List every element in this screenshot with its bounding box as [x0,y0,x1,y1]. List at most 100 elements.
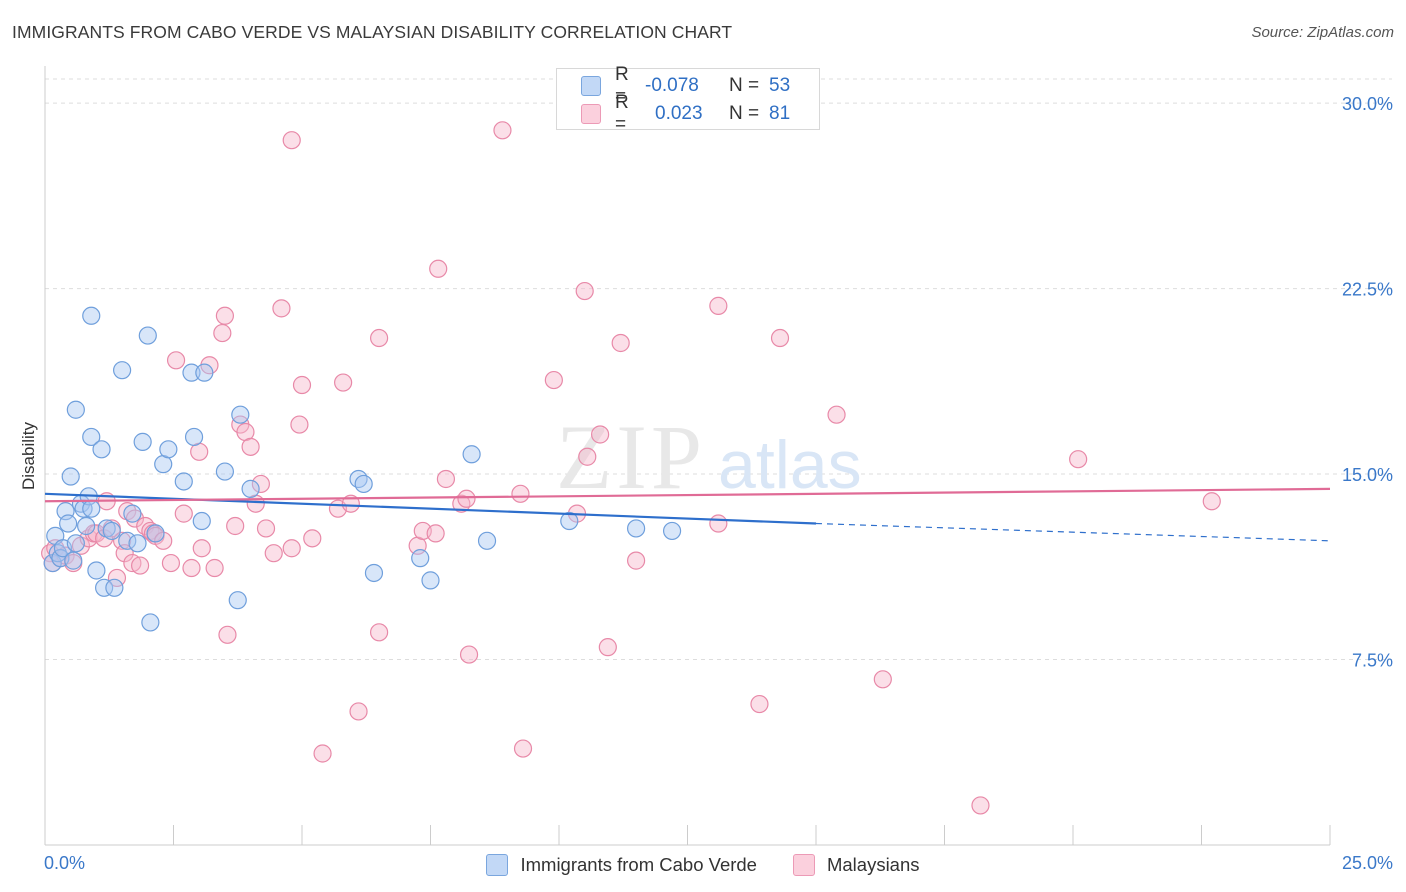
point-cabo-verde [477,531,497,550]
point-cabo-verde [231,405,250,424]
point-malaysians [290,415,309,434]
series-malaysians [41,121,1221,815]
tick-labels: 7.5% 15.0% 22.5% 30.0% 0.0% 25.0% [44,94,1393,873]
point-cabo-verde [192,511,211,531]
point-malaysians [213,323,232,343]
point-cabo-verde [141,613,160,632]
point-cabo-verde [411,549,430,568]
legend-swatch-pink [792,854,815,876]
point-malaysians [215,306,234,325]
point-malaysians [272,299,291,318]
legend-label: Immigrants from Cabo Verde [520,854,757,875]
point-malaysians [166,351,186,370]
point-cabo-verde [146,524,165,543]
point-cabo-verde [174,472,193,491]
point-malaysians [513,739,533,758]
point-cabo-verde [66,400,85,419]
r-label: R = [615,64,629,107]
trend-cabo-verde-extrapolated [815,522,1331,542]
point-cabo-verde [87,561,106,580]
point-malaysians [264,544,283,563]
point-malaysians [626,551,646,570]
point-cabo-verde [123,504,142,523]
point-cabo-verde [133,432,152,451]
point-malaysians [46,539,65,558]
legend-row-malaysians: R = 0.023 N = 81 [581,92,805,135]
point-malaysians [292,375,312,395]
point-cabo-verde [462,445,481,464]
point-malaysians [578,447,597,466]
point-cabo-verde [421,571,440,590]
point-cabo-verde [138,326,157,345]
y-axis-label: Disability [19,421,38,490]
point-malaysians [709,514,728,533]
axes [44,66,1331,846]
correlation-legend: R = -0.078 N = 53 R = 0.023 N = 81 [556,64,820,135]
point-malaysians [241,437,260,456]
point-cabo-verde [182,363,201,382]
point-malaysians [334,373,353,392]
watermark-atlas: atlas [718,427,862,503]
point-malaysians [873,670,892,689]
r-value: -0.078 [645,75,699,96]
point-malaysians [709,296,728,315]
point-malaysians [349,702,368,721]
point-cabo-verde [364,563,384,583]
y-tick-label: 15.0% [1342,465,1393,485]
point-malaysians [154,531,173,550]
point-cabo-verde [112,361,132,380]
point-cabo-verde [626,519,646,538]
point-malaysians [251,474,270,494]
point-malaysians [226,516,245,536]
n-value: 81 [769,103,791,124]
point-cabo-verde [105,578,124,597]
point-malaysians [174,504,193,523]
point-cabo-verde [92,440,111,459]
legend-swatch-pink [581,104,601,124]
point-cabo-verde [228,591,247,610]
point-malaysians [161,553,181,573]
n-value: 53 [769,75,791,96]
point-malaysians [1069,450,1088,469]
point-malaysians [575,281,594,301]
point-malaysians [971,796,990,815]
legend-swatch-blue [486,854,509,876]
n-label: N = [729,75,760,96]
point-malaysians [218,625,237,644]
y-tick-label: 22.5% [1342,280,1393,300]
r-value: 0.023 [655,103,703,124]
point-malaysians [125,509,145,528]
chart-title: IMMIGRANTS FROM CABO VERDE VS MALAYSIAN … [12,22,733,42]
point-malaysians [303,529,322,548]
n-label: N = [729,103,760,124]
point-cabo-verde [66,534,85,553]
point-malaysians [493,121,512,140]
point-malaysians [770,328,790,348]
point-malaysians [591,425,610,444]
point-malaysians [256,519,276,538]
point-malaysians [1202,492,1221,511]
point-cabo-verde [662,521,682,541]
legend-item-malaysians[interactable]: Malaysians [792,854,920,876]
point-cabo-verde [82,306,101,325]
point-cabo-verde [184,427,204,447]
point-malaysians [457,489,476,508]
x-tick-label: 0.0% [44,853,85,873]
point-malaysians [452,494,471,513]
point-malaysians [459,645,479,664]
point-cabo-verde [82,499,101,518]
point-malaysians [436,469,456,489]
point-malaysians [429,259,448,278]
point-cabo-verde [95,578,114,597]
point-malaysians [544,370,563,390]
legend-item-cabo-verde[interactable]: Immigrants from Cabo Verde [486,854,757,876]
source-label: Source: ZipAtlas.com [1251,24,1394,41]
point-cabo-verde [102,521,121,541]
r-label: R = [615,92,629,135]
point-cabo-verde [349,469,368,489]
trend-lines [44,487,1331,542]
point-cabo-verde [64,551,83,570]
point-cabo-verde [354,474,373,494]
point-malaysians [205,558,224,578]
